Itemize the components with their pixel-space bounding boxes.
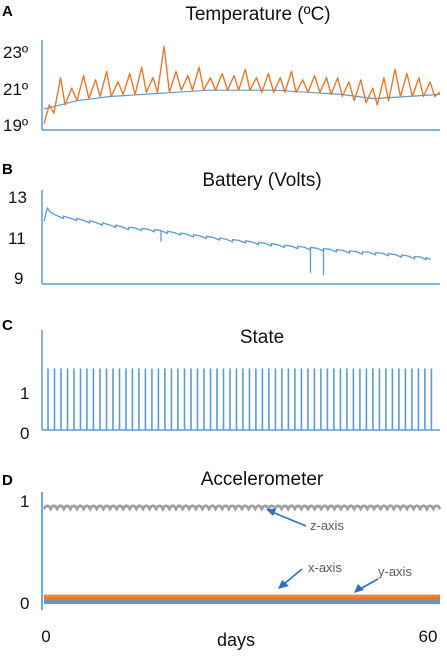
y-axis-series xyxy=(44,594,440,601)
panel-d-letter: D xyxy=(2,472,13,489)
temperature-series xyxy=(43,45,441,124)
x-tick-60: 60 xyxy=(419,627,438,646)
x-axis-arrowhead xyxy=(278,580,289,589)
y-axis-arrow xyxy=(359,578,379,590)
z-axis-arrow xyxy=(271,511,307,527)
panel-a-ytick-19: 19º xyxy=(3,116,28,135)
x-axis-title: days xyxy=(217,630,255,650)
panel-b-ytick-11: 11 xyxy=(8,229,26,248)
panel-c-ytick-0: 0 xyxy=(20,424,29,443)
panel-a-title: Temperature (ºC) xyxy=(185,4,330,25)
y-axis-arrowhead xyxy=(354,584,364,593)
panel-b: B Battery (Volts) 13 11 9 xyxy=(2,161,440,288)
panel-d-ytick-1: 1 xyxy=(20,492,29,511)
panel-d-plot xyxy=(41,492,442,610)
panel-c-letter: C xyxy=(2,317,13,334)
panel-a: A Temperature (ºC) 23º 21º 19º xyxy=(2,3,441,135)
x-axis-series xyxy=(44,598,440,605)
panel-b-title: Battery (Volts) xyxy=(202,170,321,191)
x-axis-arrow xyxy=(283,568,303,585)
panel-b-ytick-9: 9 xyxy=(14,269,23,288)
panel-d-ytick-0: 0 xyxy=(20,594,29,613)
battery-series xyxy=(43,207,432,261)
panel-c-title: State xyxy=(240,327,284,348)
z-axis-series xyxy=(42,504,442,512)
panel-b-plot xyxy=(43,207,432,276)
x-tick-0: 0 xyxy=(41,627,50,646)
x-axis-label: x-axis xyxy=(308,560,342,575)
panel-a-letter: A xyxy=(2,3,13,20)
panel-a-plot xyxy=(43,45,441,124)
y-axis-label: y-axis xyxy=(378,564,412,579)
panel-a-ytick-23: 23º xyxy=(3,43,28,62)
panel-b-ytick-13: 13 xyxy=(8,188,27,207)
panel-c-plot xyxy=(47,368,433,430)
panel-a-ytick-21: 21º xyxy=(3,80,28,99)
z-axis-label: z-axis xyxy=(310,518,344,533)
panel-d: D Accelerometer 1 0 z-axis x-axis y-axis… xyxy=(2,469,442,650)
panel-d-title: Accelerometer xyxy=(201,469,324,490)
z-axis-arrowhead xyxy=(266,509,276,516)
temperature-baseline-series xyxy=(43,89,441,110)
panel-c: C State 1 0 xyxy=(2,317,440,443)
panel-b-letter: B xyxy=(2,161,13,178)
panel-c-ytick-1: 1 xyxy=(20,384,29,403)
